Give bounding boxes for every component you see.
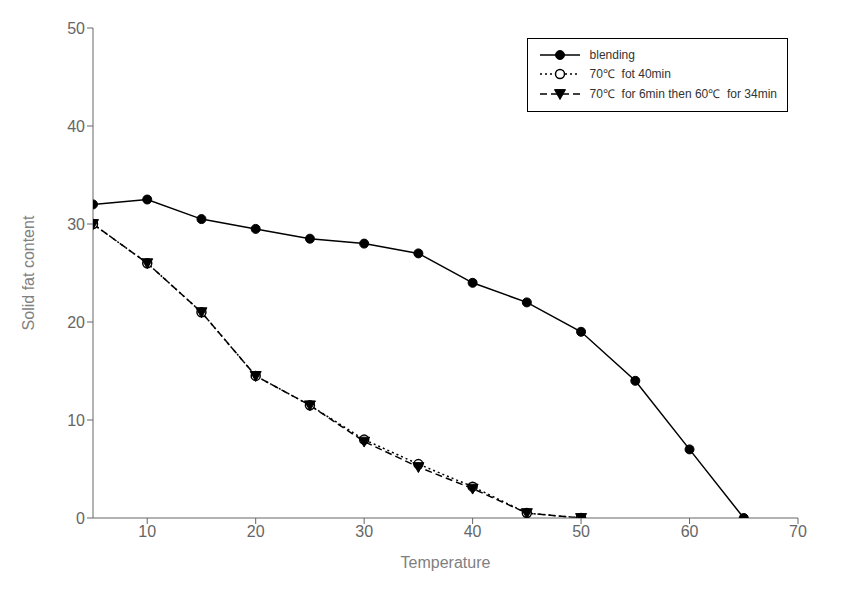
svg-text:0: 0 xyxy=(76,510,85,527)
svg-text:Solid fat content: Solid fat content xyxy=(20,215,37,330)
svg-text:Temperature: Temperature xyxy=(401,554,491,571)
svg-text:40: 40 xyxy=(464,523,482,540)
svg-text:40: 40 xyxy=(67,118,85,135)
svg-text:30: 30 xyxy=(67,216,85,233)
svg-text:70: 70 xyxy=(789,523,807,540)
svg-text:30: 30 xyxy=(355,523,373,540)
html-text:blending: blending xyxy=(589,48,635,62)
svg-text:60: 60 xyxy=(681,523,699,540)
svg-text:10: 10 xyxy=(67,412,85,429)
html-text:70℃ for 6min then 60℃ for 34mi: 70℃ for 6min then 60℃ for 34min xyxy=(589,87,777,101)
svg-text:50: 50 xyxy=(67,20,85,37)
svg-text:20: 20 xyxy=(247,523,265,540)
html-text:70℃ fot 40min: 70℃ fot 40min xyxy=(589,67,671,81)
svg-text:50: 50 xyxy=(572,523,590,540)
svg-text:20: 20 xyxy=(67,314,85,331)
svg-text:10: 10 xyxy=(138,523,156,540)
